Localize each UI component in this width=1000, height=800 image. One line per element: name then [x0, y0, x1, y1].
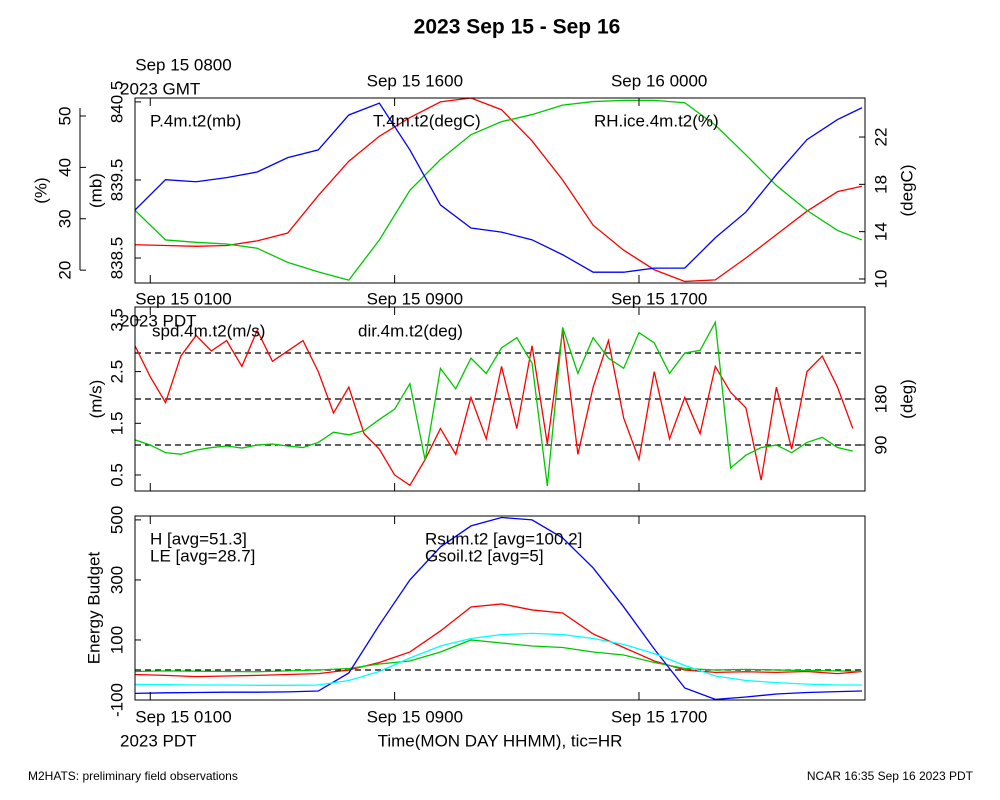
plot-area [135, 98, 863, 283]
y3-axis-title: (%) [31, 177, 50, 203]
x-axis-title: Time(MON DAY HHMM), tic=HR [378, 731, 623, 750]
y2-tick-label: 18 [871, 175, 890, 194]
x-date-note: 2023 PDT [120, 731, 197, 750]
legend-label: P.4m.t2(mb) [150, 111, 241, 130]
chart-title: 2023 Sep 15 - Sep 16 [414, 16, 621, 39]
y-tick-label: 1.5 [107, 411, 126, 435]
series-line [135, 99, 863, 281]
series-line [135, 98, 863, 283]
legend-label: RH.ice.4m.t2(%) [594, 111, 719, 130]
footer-left: M2HATS: preliminary field observations [28, 769, 238, 783]
series-line [135, 320, 853, 486]
y2-tick-label: 90 [871, 436, 890, 455]
x-date-note: 2023 PDT [120, 311, 197, 330]
y3-tick-label: 20 [55, 261, 74, 280]
legend-label: Gsoil.t2 [avg=5] [425, 546, 544, 565]
y-axis-title: Energy Budget [84, 551, 103, 664]
y-tick-label: 838.5 [107, 237, 126, 280]
y-tick-label: 840.5 [107, 81, 126, 124]
y-axis-title: (m/s) [86, 380, 105, 419]
x-tick-label: Sep 15 0100 [135, 289, 231, 308]
series-line [135, 639, 862, 673]
x-tick-label: Sep 15 0900 [367, 707, 463, 726]
plot-area [135, 516, 863, 700]
x-tick-label: Sep 15 1700 [611, 707, 707, 726]
y-tick-label: 300 [107, 566, 126, 594]
y-axis-title: (mb) [86, 173, 105, 208]
x-tick-label: Sep 15 0800 [135, 55, 231, 74]
x-date-note: 2023 GMT [120, 79, 200, 98]
legend-label: H [avg=51.3] [150, 529, 247, 548]
series-line [135, 102, 863, 273]
x-tick-label: Sep 15 1700 [611, 289, 707, 308]
y2-tick-label: 22 [871, 128, 890, 147]
x-tick-label: Sep 15 1600 [367, 71, 463, 90]
legend-label: Rsum.t2 [avg=100.2] [425, 529, 582, 548]
panel-frame [134, 97, 866, 284]
series-line [135, 328, 854, 487]
y-tick-label: 100 [107, 626, 126, 654]
y-tick-label: 839.5 [107, 159, 126, 202]
legend-label: spd.4m.t2(m/s) [152, 321, 265, 340]
legend-label: LE [avg=28.7] [150, 546, 255, 565]
y2-tick-label: 180 [871, 385, 890, 413]
y2-tick-label: 10 [871, 270, 890, 289]
y-tick-label: -100 [107, 683, 126, 717]
y3-tick-label: 30 [55, 209, 74, 228]
plot-area [135, 320, 854, 487]
y-tick-label: 3.5 [107, 308, 126, 332]
legend-label: T.4m.t2(degC) [373, 111, 481, 130]
panel-frame [134, 515, 866, 701]
y-tick-label: 2.5 [107, 360, 126, 384]
y2-axis-title: (deg) [897, 379, 916, 419]
series-line [135, 516, 862, 700]
x-tick-label: Sep 15 0900 [367, 289, 463, 308]
y3-tick-label: 40 [55, 158, 74, 177]
series-line [135, 632, 862, 686]
series-line [135, 603, 863, 678]
x-tick-label: Sep 16 0000 [611, 71, 707, 90]
y2-axis-title: (degC) [897, 165, 916, 217]
legend-label: dir.4m.t2(deg) [358, 321, 463, 340]
footer-right: NCAR 16:35 Sep 16 2023 PDT [807, 769, 974, 783]
x-tick-label: Sep 15 0100 [135, 707, 231, 726]
y-tick-label: 0.5 [107, 463, 126, 487]
y3-tick-label: 50 [55, 107, 74, 126]
y-tick-label: 500 [107, 506, 126, 534]
y2-tick-label: 14 [871, 222, 890, 241]
